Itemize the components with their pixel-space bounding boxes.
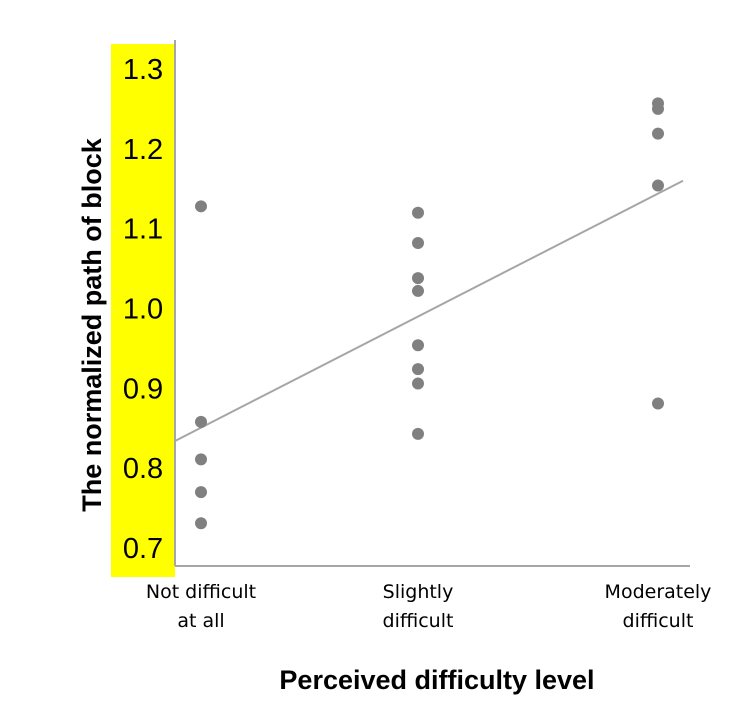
- data-point: [195, 517, 207, 530]
- data-points: [195, 97, 664, 530]
- x-category-label: Moderately difficult: [605, 581, 712, 632]
- data-point: [412, 284, 424, 297]
- data-point: [412, 339, 424, 352]
- data-point: [195, 486, 207, 499]
- y-tick-label: 0.7: [123, 533, 163, 565]
- data-point: [195, 200, 207, 213]
- y-tick-label: 1.2: [123, 134, 163, 166]
- data-point: [195, 415, 207, 428]
- y-axis-highlight: [111, 44, 175, 577]
- data-point: [652, 102, 664, 115]
- data-point: [412, 206, 424, 219]
- data-point: [412, 363, 424, 376]
- data-point: [652, 397, 664, 410]
- y-tick-label: 1.0: [123, 294, 163, 326]
- x-category-label: Not difficult at all: [146, 581, 256, 632]
- y-tick-labels: 0.7 0.8 0.9 1.0 1.1 1.2 1.3: [123, 54, 163, 565]
- y-tick-label: 0.9: [123, 373, 163, 405]
- data-point: [412, 377, 424, 390]
- data-point: [412, 237, 424, 250]
- y-tick-label: 0.8: [123, 453, 163, 485]
- x-axis-title: Perceived difficulty level: [279, 665, 594, 695]
- data-point: [195, 453, 207, 466]
- data-point: [412, 427, 424, 440]
- data-point: [652, 179, 664, 192]
- data-point: [412, 272, 424, 285]
- y-tick-label: 1.3: [123, 54, 163, 86]
- y-axis-title: The normalized path of block: [77, 137, 107, 512]
- y-tick-label: 1.1: [123, 214, 163, 246]
- x-category-label: Slightly difficult: [383, 581, 454, 632]
- trendline: [174, 179, 684, 442]
- x-category-labels: Not difficult at all Slightly difficult Mode…: [146, 581, 712, 632]
- data-point: [652, 127, 664, 140]
